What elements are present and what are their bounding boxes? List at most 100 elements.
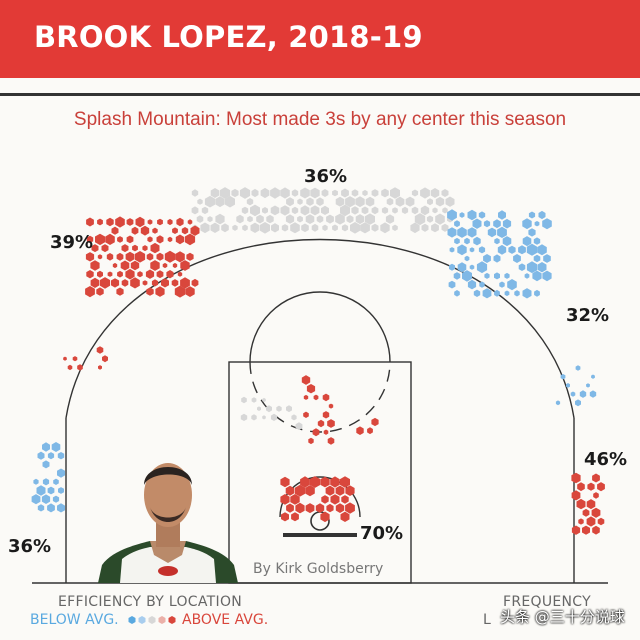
hex-bin <box>586 499 596 510</box>
hex-bin <box>351 189 359 197</box>
hex-bin <box>90 260 100 271</box>
hex-bin <box>176 217 184 227</box>
hex-bin <box>381 188 389 198</box>
hex-bin <box>262 207 268 214</box>
legend-swatch <box>168 616 176 624</box>
hex-bin <box>577 482 585 492</box>
hex-bin <box>85 286 95 298</box>
hex-bin <box>191 206 199 215</box>
hex-bin <box>250 204 260 217</box>
hex-bin <box>345 196 355 208</box>
hex-bin <box>251 397 257 403</box>
hex-bin <box>381 206 389 214</box>
hex-bin <box>335 503 345 513</box>
hex-bin <box>86 217 94 227</box>
hex-bin <box>305 214 315 224</box>
hex-bin <box>310 205 320 216</box>
hex-bin <box>533 237 541 245</box>
hex-bin <box>42 460 50 469</box>
hex-bin <box>270 205 280 216</box>
hex-bin <box>180 277 190 289</box>
hex-bin <box>467 279 477 290</box>
legend-swatch <box>148 616 156 624</box>
hex-bin <box>427 198 433 206</box>
hex-bin <box>239 187 251 199</box>
hex-bin <box>386 197 394 206</box>
hex-bin <box>571 490 581 501</box>
hex-bin <box>323 429 329 435</box>
hex-bin <box>467 227 477 238</box>
hex-bin <box>266 405 272 413</box>
hex-bin <box>97 218 103 226</box>
hex-bin <box>537 244 547 256</box>
player-photo <box>98 463 238 583</box>
hex-bin <box>47 452 55 460</box>
hex-bin <box>476 261 488 274</box>
hex-bin <box>360 222 370 234</box>
hex-bin <box>266 214 274 224</box>
hex-bin <box>297 215 303 223</box>
hex-bin <box>570 391 576 397</box>
hex-bin <box>335 485 345 496</box>
hex-bin <box>524 273 530 279</box>
hex-bin <box>479 281 485 288</box>
hex-bin <box>578 518 584 525</box>
hex-bin <box>295 502 305 514</box>
hex-bin <box>172 262 178 269</box>
hex-bin <box>106 217 114 227</box>
legend-frequency-sub: L <box>483 612 491 628</box>
hex-bin <box>147 236 153 243</box>
hex-bin <box>365 196 375 207</box>
hex-bin <box>457 262 467 273</box>
hex-bin <box>37 451 45 460</box>
hex-bin <box>97 254 103 260</box>
hex-bin <box>175 251 185 263</box>
hex-bin <box>42 478 50 486</box>
hex-bin <box>395 196 405 207</box>
paint <box>228 361 412 584</box>
hex-bin <box>351 206 359 215</box>
hex-bin <box>526 261 538 274</box>
hex-bin <box>285 485 295 496</box>
hex-bin <box>320 511 330 523</box>
hex-bin <box>473 289 481 297</box>
hex-bin <box>478 246 486 254</box>
hex-bin <box>147 219 153 225</box>
hex-bin <box>345 502 355 514</box>
hex-bin <box>362 189 368 197</box>
hex-bin <box>464 237 470 245</box>
hex-bin <box>534 221 540 227</box>
hex-bin <box>435 213 445 225</box>
hex-bin <box>459 212 465 218</box>
hex-bin <box>365 213 375 225</box>
hex-bin <box>582 525 590 535</box>
hex-bin <box>431 223 439 233</box>
hex-bin <box>312 428 320 437</box>
hex-bin <box>146 287 154 296</box>
page-title: BROOK LOPEZ, 2018-19 <box>34 20 423 54</box>
hex-bin <box>518 263 526 271</box>
hex-bin <box>330 494 340 505</box>
hex-bin <box>72 356 78 362</box>
hex-bin <box>392 207 398 214</box>
hex-bin <box>308 437 314 445</box>
hex-bin <box>445 196 455 207</box>
hex-bin <box>161 278 169 288</box>
hex-bin <box>327 437 335 445</box>
hex-bin <box>67 364 73 371</box>
hex-bin <box>326 503 334 513</box>
hex-bin <box>96 346 104 354</box>
hex-bin <box>566 383 570 388</box>
hex-bin <box>435 196 445 207</box>
hex-bin <box>301 223 309 233</box>
hex-bin <box>187 219 193 225</box>
hex-bin <box>121 279 129 287</box>
hex-bin <box>582 508 590 517</box>
hex-bin <box>135 216 145 228</box>
hex-bin <box>294 484 306 497</box>
hex-bin <box>116 252 124 261</box>
hex-bin <box>106 253 114 261</box>
hex-bin <box>502 218 512 229</box>
hex-bin <box>37 504 45 512</box>
hex-bin <box>316 215 324 223</box>
